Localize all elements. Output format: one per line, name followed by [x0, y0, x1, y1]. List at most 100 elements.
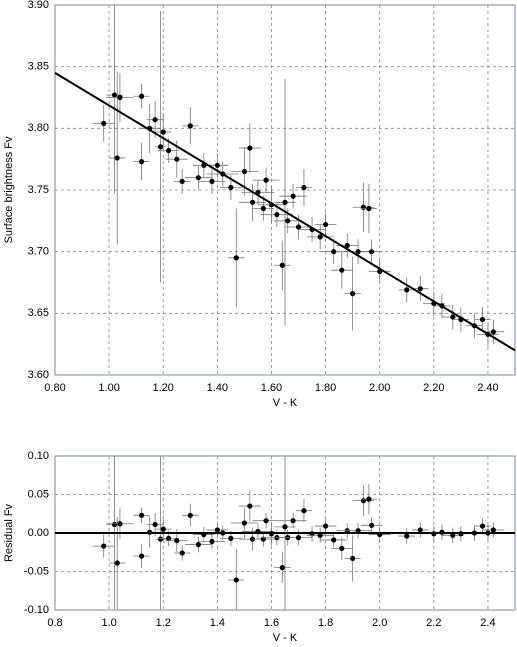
- point: [317, 234, 323, 240]
- point: [241, 168, 248, 175]
- point: [111, 521, 118, 528]
- point: [247, 145, 253, 151]
- x-tick-label: 1.2: [156, 617, 171, 629]
- point: [138, 93, 145, 99]
- x-tick-label: 2.20: [423, 382, 444, 394]
- point: [117, 94, 123, 101]
- point: [479, 523, 486, 529]
- point: [301, 508, 307, 514]
- point: [233, 577, 239, 583]
- point: [111, 92, 118, 98]
- x-tick-label: 1.0: [101, 617, 116, 629]
- y-tick-label: 3.90: [28, 0, 49, 11]
- point: [138, 553, 145, 559]
- point: [160, 526, 166, 532]
- point: [366, 205, 372, 212]
- point: [233, 255, 239, 261]
- point: [404, 533, 410, 539]
- point: [209, 178, 215, 184]
- x-tick-label: 1.80: [315, 382, 336, 394]
- point: [152, 521, 158, 528]
- point: [404, 287, 410, 293]
- y-tick-label: 3.80: [28, 122, 49, 134]
- point: [282, 199, 288, 205]
- point: [157, 536, 164, 542]
- point: [282, 524, 288, 530]
- point: [101, 543, 107, 549]
- x-tick-label: 2.4: [480, 617, 495, 629]
- point: [101, 120, 107, 126]
- point: [339, 267, 345, 273]
- x-tick-label: 1.6: [264, 617, 279, 629]
- point: [274, 212, 280, 218]
- point: [228, 184, 234, 191]
- point: [260, 205, 266, 212]
- point: [350, 291, 356, 297]
- y-tick-label: -0.10: [24, 604, 49, 616]
- y-axis-title: Residual Fv: [3, 503, 15, 562]
- x-tick-label: 1.8: [318, 617, 333, 629]
- point: [179, 178, 185, 184]
- point: [228, 535, 234, 541]
- point: [331, 537, 337, 543]
- point: [195, 175, 202, 181]
- point: [285, 218, 291, 224]
- point: [290, 518, 296, 524]
- x-tick-label: 0.80: [44, 382, 65, 394]
- x-tick-label: 2.0: [372, 617, 387, 629]
- point: [187, 512, 193, 518]
- point: [301, 184, 307, 191]
- point: [290, 193, 296, 199]
- point: [117, 521, 123, 527]
- point: [322, 221, 329, 228]
- x-tick-label: 1.20: [153, 382, 174, 394]
- point: [174, 156, 180, 162]
- y-tick-label: 0.10: [28, 450, 49, 462]
- point: [317, 532, 323, 538]
- fit-line: [54, 71, 516, 352]
- point: [166, 535, 172, 541]
- x-axis-title: V - K: [273, 397, 298, 409]
- x-tick-label: 2.40: [477, 382, 498, 394]
- x-tick-label: 1.00: [98, 382, 119, 394]
- point: [450, 314, 456, 320]
- point: [214, 162, 220, 168]
- point: [249, 199, 256, 205]
- x-tick-label: 2.00: [369, 382, 390, 394]
- point: [417, 527, 423, 533]
- y-tick-label: 3.60: [28, 369, 49, 381]
- x-tick-label: 1.40: [207, 382, 228, 394]
- y-tick-label: 3.70: [28, 246, 49, 258]
- y-tick-label: 0.00: [28, 527, 49, 539]
- point: [295, 224, 302, 230]
- point: [368, 249, 375, 255]
- point: [344, 242, 350, 249]
- point: [174, 538, 180, 544]
- point: [322, 523, 329, 529]
- y-tick-label: 3.65: [28, 307, 49, 319]
- y-tick-label: -0.05: [24, 565, 49, 577]
- x-tick-label: 2.2: [426, 617, 441, 629]
- point: [479, 316, 486, 323]
- point: [179, 550, 185, 556]
- point: [160, 129, 166, 135]
- x-axis-title: V - K: [273, 632, 298, 644]
- point: [114, 155, 120, 161]
- point: [214, 527, 220, 533]
- point: [490, 527, 496, 533]
- point: [279, 262, 285, 268]
- point: [263, 518, 269, 524]
- y-tick-label: 3.75: [28, 184, 49, 196]
- x-tick-label: 0.8: [47, 617, 62, 629]
- point: [138, 512, 145, 518]
- point: [279, 565, 285, 571]
- point: [187, 123, 193, 129]
- point: [490, 329, 496, 335]
- point: [339, 545, 345, 552]
- point: [331, 249, 337, 255]
- point: [355, 249, 361, 255]
- point: [209, 538, 215, 545]
- point: [368, 522, 375, 528]
- point: [114, 560, 120, 566]
